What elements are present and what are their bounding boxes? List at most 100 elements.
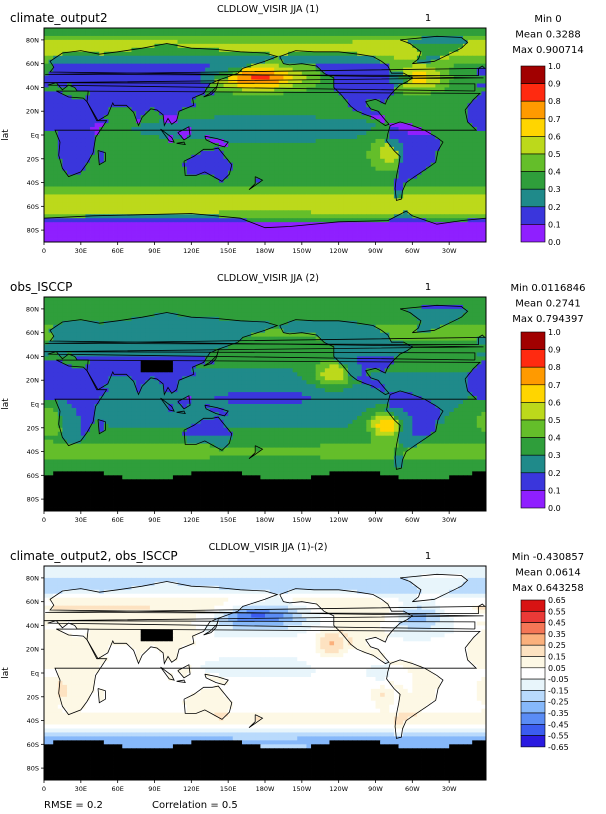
panel-stat-2: Max 0.643258: [512, 583, 584, 594]
colorbar-label: -0.25: [548, 698, 569, 707]
lat-tick-label: 20S: [27, 693, 39, 701]
y-axis-label: lat: [1, 129, 11, 141]
coastline: [97, 419, 106, 435]
coastline: [203, 81, 219, 98]
lat-tick-label: 80S: [27, 496, 39, 504]
coastline: [45, 65, 486, 76]
coastline: [386, 659, 444, 739]
y-axis-label: lat: [1, 398, 11, 410]
map-field-model: [43, 28, 487, 243]
coastline: [399, 35, 469, 65]
colorbar-swatch: [520, 454, 546, 474]
coastline: [43, 43, 484, 127]
coastline: [176, 410, 186, 415]
coastline: [43, 312, 484, 396]
colorbar-label: -0.15: [548, 686, 569, 695]
coastline: [160, 128, 175, 143]
colorbar-swatch: [520, 65, 546, 84]
coastline: [386, 390, 444, 470]
lon-tick-label: 90E: [148, 516, 160, 524]
coastline: [386, 121, 444, 201]
panel-center-title: CLDLOW_VISIR JJA (2): [217, 273, 319, 284]
colorbar-swatch: [520, 633, 546, 646]
lon-tick-label: 180W: [256, 785, 275, 793]
lat-tick-label: 80N: [26, 574, 39, 582]
colorbar-diff: 0.65 0.55 0.45 0.35 0.25 0.15 0.05 -0.05 -0.15 -0…: [520, 596, 569, 752]
coastline: [279, 50, 414, 126]
colorbar-swatch: [520, 599, 546, 612]
lon-tick-label: 30W: [442, 785, 457, 793]
lat-tick-label: 60S: [27, 203, 39, 211]
lat-tick-label: 80S: [27, 227, 39, 235]
colorbar-label: 0.4: [548, 434, 561, 443]
lon-tick-label: 0: [42, 516, 46, 524]
colorbar-swatch: [520, 153, 546, 172]
lon-tick-label: 30E: [75, 516, 87, 524]
lon-tick-label: 120E: [183, 785, 200, 793]
colorbar-label: 0.8: [548, 97, 561, 106]
colorbar-swatch: [520, 100, 546, 120]
lat-tick-label: 80S: [27, 765, 39, 773]
coastline: [248, 445, 264, 460]
panel-left-title: climate_output2, obs_ISCCP: [10, 549, 178, 563]
colorbar-swatch: [520, 188, 546, 208]
colorbar-swatch: [520, 366, 546, 386]
lon-tick-label: 120E: [183, 516, 200, 524]
coastline: [203, 350, 219, 367]
lon-tick-label: 30E: [75, 785, 87, 793]
lon-tick-label: 150W: [292, 785, 311, 793]
colorbar-swatch: [520, 712, 546, 725]
lat-tick-label: 40S: [27, 717, 39, 725]
lat-tick-label: 20N: [26, 377, 39, 385]
lat-tick-label: 40N: [26, 353, 39, 361]
colorbar-swatch: [520, 610, 546, 623]
colorbar-label: 0.9: [548, 80, 561, 89]
colorbar-label: 0.5: [548, 150, 561, 159]
rmse-label: RMSE = 0.2: [44, 800, 103, 811]
coastline: [279, 319, 414, 395]
panel-stat-1: Mean 0.3288: [515, 30, 580, 41]
colorbar-label: 0.3: [548, 451, 561, 460]
colorbar-swatch: [520, 644, 546, 657]
panel-right-marker: 1: [425, 282, 431, 293]
colorbar-label: 0.1: [548, 220, 561, 229]
colorbar-label: -0.45: [548, 720, 569, 729]
colorbar-label: -0.35: [548, 709, 569, 718]
lon-tick-label: 0: [42, 785, 46, 793]
colorbar-swatch: [520, 678, 546, 691]
lon-tick-label: 150E: [220, 785, 237, 793]
coastline: [177, 126, 191, 141]
lat-tick-label: 20S: [27, 155, 39, 163]
lon-tick-label: 90E: [148, 247, 160, 255]
panel-stat-0: Min 0: [534, 14, 561, 25]
coastline: [204, 673, 229, 686]
lon-tick-label: 90W: [368, 516, 383, 524]
coastline: [54, 90, 481, 178]
colorbar-label: 0.0: [548, 238, 561, 247]
lat-tick-label: 40N: [26, 84, 39, 92]
lon-tick-label: 120W: [329, 516, 348, 524]
colorbar-swatch: [520, 136, 546, 155]
coastline: [97, 688, 106, 704]
lon-tick-label: 150W: [292, 516, 311, 524]
coastline: [204, 404, 229, 417]
coastline: [177, 664, 191, 679]
lat-tick-label: 60N: [26, 329, 39, 337]
lat-tick-label: 40N: [26, 622, 39, 630]
coastline: [176, 679, 186, 684]
colorbar-label: 0.7: [548, 115, 561, 124]
coastline: [248, 176, 264, 191]
colorbar-swatch: [520, 667, 546, 680]
panel-right-marker: 1: [425, 551, 431, 562]
colorbar-label: 0.2: [548, 469, 561, 478]
panel-center-title: CLDLOW_VISIR JJA (1)-(2): [209, 542, 328, 553]
lat-tick-label: Eq: [31, 401, 39, 409]
panel-stat-1: Mean 0.2741: [515, 299, 580, 310]
colorbar-swatch: [520, 472, 546, 491]
colorbar-label: 0.55: [548, 607, 566, 616]
lon-tick-label: 60W: [405, 516, 420, 524]
colorbar-swatch: [520, 735, 546, 748]
colorbar-label: -0.65: [548, 743, 569, 752]
colorbar-label: 1.0: [548, 328, 561, 337]
